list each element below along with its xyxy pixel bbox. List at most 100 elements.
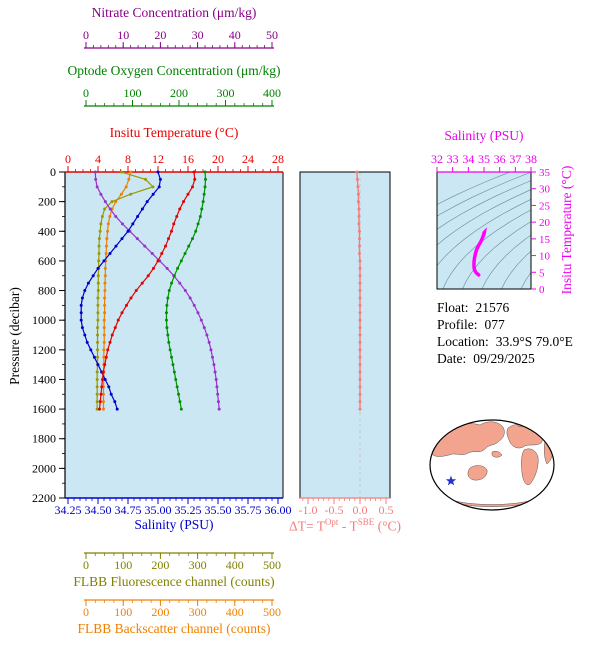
ts-sal-tick-label: 35 (478, 152, 490, 166)
profile-marker-temperature (193, 177, 197, 181)
pressure-tick-label: 2000 (32, 461, 56, 475)
delta-tick-label: 0.5 (379, 503, 394, 517)
pressure-tick-label: 1800 (32, 432, 56, 446)
profile-marker-oxygen (203, 185, 207, 189)
profile-marker-oxygen (174, 377, 178, 381)
profile-marker-backscatter (103, 281, 107, 285)
location-row: Location: 33.9°S 79.0°E (437, 333, 573, 350)
nitrate-tick-label: 40 (229, 28, 241, 42)
ts-temp-tick-label: 20 (539, 217, 551, 229)
profile-marker-salinity (113, 400, 117, 404)
salinity-tick-label: 34.75 (115, 503, 142, 517)
profile-marker-oxygen (172, 274, 176, 278)
profile-marker-fluorescence (97, 237, 101, 241)
delta-marker (356, 185, 360, 189)
profile-marker-temperature (100, 385, 104, 389)
backscatter-axis-title: FLBB Backscatter channel (counts) (77, 621, 271, 636)
fluorescence-axis-title: FLBB Fluorescence channel (counts) (73, 574, 275, 589)
profile-marker-temperature (98, 407, 101, 411)
profile-marker-nitrate (205, 333, 209, 337)
profile-marker-oxygen (168, 348, 172, 352)
profile-marker-backscatter (129, 170, 133, 174)
profile-marker-salinity (96, 363, 100, 367)
profile-marker-backscatter (106, 229, 110, 233)
profile-marker-temperature (152, 266, 155, 270)
date-row: Date: 09/29/2025 (437, 350, 573, 367)
profile-marker-temperature (140, 281, 144, 285)
profile-curve-salinity (79, 170, 162, 411)
profile-marker-temperature (164, 244, 167, 248)
pressure-tick-label: 0 (50, 165, 56, 179)
delta-marker (358, 289, 362, 293)
delta-marker (358, 348, 362, 352)
profile-marker-oxygen (204, 177, 208, 181)
date-value: 09/29/2025 (473, 351, 535, 366)
profile-marker-oxygen (170, 281, 174, 285)
profile-marker-temperature (116, 318, 120, 322)
oxygen-tick-label: 0 (83, 86, 89, 100)
profile-marker-fluorescence (96, 355, 100, 359)
oxygen-tick-label: 200 (170, 86, 188, 100)
pressure-tick-label: 800 (38, 284, 56, 298)
float-id-value: 21576 (475, 300, 510, 315)
date-label: Date: (437, 351, 467, 366)
profile-marker-oxygen (167, 340, 171, 344)
profile-marker-salinity (89, 348, 93, 352)
profile-marker-backscatter (103, 289, 107, 293)
oxygen-axis: 0 100 200 300 400 (83, 86, 281, 107)
profile-marker-backscatter (119, 192, 123, 196)
profile-marker-salinity (145, 200, 149, 204)
profile-marker-backscatter (101, 407, 105, 411)
profile-marker-nitrate (93, 170, 97, 174)
isopycnal-line (481, 234, 531, 289)
isopycnal-line (437, 180, 531, 230)
profile-marker-backscatter (102, 318, 106, 322)
profile-marker-nitrate (165, 266, 169, 270)
profile-marker-nitrate (188, 296, 192, 300)
backscatter-tick-label: 500 (263, 605, 281, 619)
delta-marker (358, 259, 362, 263)
oxygen-tick-label: 400 (263, 86, 281, 100)
profile-marker-fluorescence (129, 192, 133, 196)
fluorescence-tick-label: 500 (263, 558, 281, 572)
profile-curve-oxygen (164, 170, 208, 411)
profile-marker-oxygen (198, 214, 202, 218)
profile-marker-fluorescence (151, 185, 155, 189)
map-landmass (506, 423, 544, 449)
profile-marker-fluorescence (96, 340, 100, 344)
delta-marker (357, 222, 361, 226)
profile-marker-backscatter (102, 333, 106, 337)
pressure-tick-label: 1200 (32, 343, 56, 357)
profile-marker-salinity (103, 377, 107, 381)
isopycnal-line (442, 209, 531, 289)
salinity-axis-title: Salinity (PSU) (134, 517, 214, 532)
profile-marker-salinity (156, 170, 160, 174)
profile-curve-nitrate (93, 170, 221, 411)
nitrate-tick-label: 0 (83, 28, 89, 42)
profile-marker-fluorescence (97, 252, 101, 255)
salinity-tick-label: 35.25 (175, 503, 202, 517)
profile-marker-nitrate (108, 207, 112, 211)
delta-title-sup-sbe: SBE (357, 517, 375, 527)
profile-marker-nitrate (196, 311, 200, 315)
profile-marker-nitrate (150, 252, 154, 255)
delta-marker (357, 214, 361, 218)
delta-marker (358, 266, 362, 270)
profile-marker-fluorescence (96, 326, 100, 330)
salinity-tick-label: 34.50 (85, 503, 112, 517)
ts-temperature-axis-title: Insitu Temperature (°C) (559, 165, 574, 295)
profile-marker-temperature (101, 377, 104, 381)
profile-marker-oxygen (179, 407, 183, 411)
delta-marker (357, 237, 361, 241)
profile-marker-oxygen (194, 229, 198, 233)
profile-marker-nitrate (178, 281, 182, 285)
profile-marker-temperature (106, 348, 110, 352)
ts-sal-tick-label: 32 (431, 152, 443, 166)
profile-marker-salinity (79, 318, 83, 322)
profile-curve-temperature (98, 170, 197, 411)
delta-marker (358, 281, 362, 285)
profile-marker-salinity (107, 385, 111, 389)
profile-marker-temperature (167, 237, 170, 241)
profile-marker-nitrate (103, 200, 107, 204)
